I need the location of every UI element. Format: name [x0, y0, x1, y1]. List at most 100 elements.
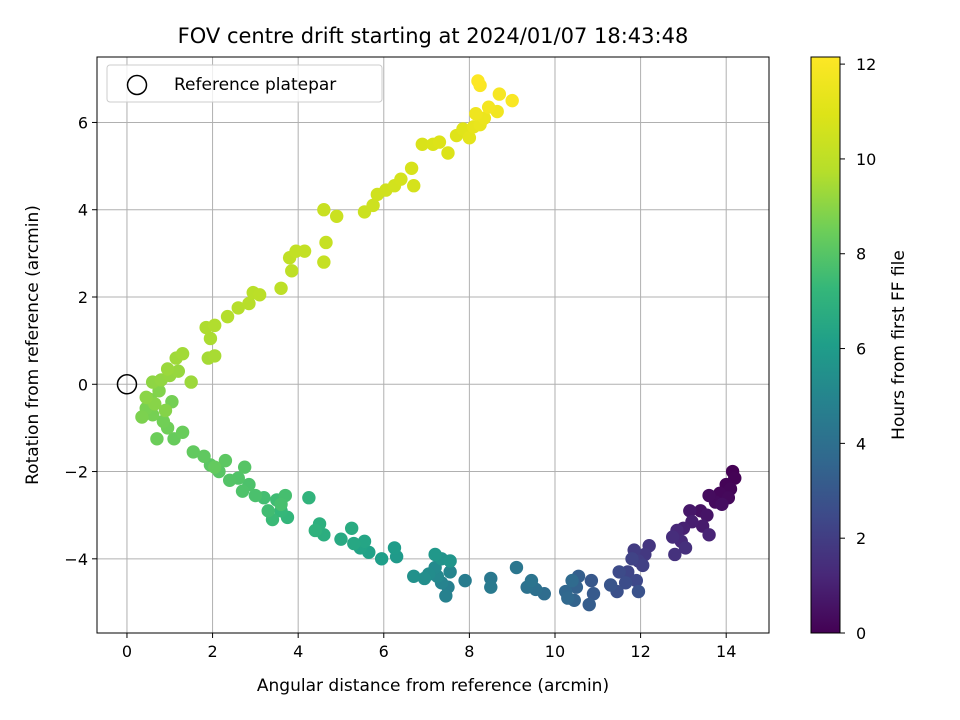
reference-marker: [116, 374, 138, 395]
data-point: [220, 309, 235, 324]
data-point: [158, 403, 173, 418]
colorbar-tick-label: 4: [856, 434, 866, 453]
y-tick-label: −4: [64, 550, 88, 569]
y-axis-ticks: −4 −2 0 2 4 6: [64, 113, 97, 569]
data-points: [116, 74, 742, 612]
y-tick-label: 0: [78, 375, 88, 394]
data-point: [160, 362, 175, 376]
data-point: [319, 235, 333, 250]
data-point: [629, 573, 644, 588]
data-point: [237, 460, 252, 474]
legend-label-reference: Reference platepar: [174, 75, 336, 95]
data-point: [625, 552, 639, 566]
data-point: [208, 460, 222, 474]
data-point: [175, 425, 190, 439]
x-tick-label: 0: [122, 642, 132, 661]
data-point: [407, 179, 421, 193]
data-point: [428, 547, 442, 562]
data-point: [700, 508, 714, 522]
data-point: [471, 74, 485, 88]
data-point: [302, 491, 316, 505]
colorbar-tick-label: 0: [856, 624, 866, 643]
data-point: [235, 484, 250, 498]
x-tick-label: 12: [630, 642, 650, 661]
x-axis-label: Angular distance from reference (arcmin): [257, 676, 609, 696]
data-point: [469, 107, 483, 121]
data-point: [481, 100, 496, 114]
plot-frame: [96, 56, 770, 634]
data-point: [407, 569, 421, 583]
colorbar-tick-label: 2: [856, 529, 866, 548]
data-point: [443, 565, 457, 579]
x-tick-label: 4: [293, 642, 303, 661]
data-point: [636, 558, 650, 573]
data-point: [317, 203, 331, 217]
data-point: [584, 573, 599, 588]
colorbar-tick-label: 12: [856, 55, 876, 74]
data-point: [274, 497, 288, 511]
data-point: [524, 573, 539, 588]
data-point: [231, 301, 245, 315]
data-point: [441, 146, 455, 160]
data-point: [197, 449, 211, 463]
y-tick-label: 4: [78, 201, 88, 220]
data-point: [347, 536, 361, 551]
data-point: [618, 576, 633, 590]
y-tick-label: 6: [78, 113, 88, 132]
data-point: [139, 390, 153, 405]
data-point: [366, 198, 380, 213]
data-point: [443, 554, 457, 568]
data-point: [439, 589, 453, 603]
x-tick-label: 8: [464, 642, 474, 661]
data-point: [565, 573, 579, 588]
data-point: [329, 209, 344, 223]
legend: Reference platepar: [106, 64, 383, 103]
legend-marker-reference: [126, 74, 148, 96]
data-point: [252, 288, 267, 302]
data-point: [261, 504, 275, 518]
y-tick-label: 2: [78, 288, 88, 307]
colorbar: [810, 56, 841, 634]
data-point: [665, 530, 680, 544]
data-point: [404, 161, 419, 175]
data-point: [492, 87, 507, 101]
colorbar-ticks: 0 2 4 6 8 10 12: [840, 55, 876, 643]
x-tick-label: 10: [545, 642, 565, 661]
data-point: [582, 597, 596, 612]
data-point: [171, 364, 186, 378]
data-point: [432, 135, 447, 149]
data-point: [683, 504, 697, 518]
data-point: [317, 255, 331, 269]
x-tick-label: 14: [716, 642, 736, 661]
colorbar-tick-label: 8: [856, 245, 866, 264]
x-tick-label: 2: [207, 642, 217, 661]
data-point: [417, 571, 432, 586]
data-point: [415, 137, 429, 151]
data-point: [208, 318, 222, 333]
legend-box: [106, 64, 383, 103]
data-point: [334, 532, 348, 546]
x-tick-label: 6: [379, 642, 389, 661]
data-point: [208, 349, 222, 363]
data-point: [274, 281, 288, 295]
data-point: [678, 541, 693, 555]
data-point: [702, 488, 716, 503]
data-point: [248, 488, 263, 503]
grid-lines: [97, 57, 769, 633]
y-tick-label: −2: [64, 463, 88, 482]
data-point: [586, 587, 601, 601]
data-point: [203, 331, 218, 346]
y-axis-label: Rotation from reference (arcmin): [23, 205, 43, 485]
data-point: [561, 591, 575, 605]
data-point: [184, 375, 198, 389]
data-point: [387, 541, 402, 555]
data-point: [222, 473, 237, 487]
data-point: [505, 93, 519, 108]
data-point: [150, 432, 164, 446]
data-point: [484, 580, 498, 594]
data-point: [394, 172, 408, 186]
data-point: [509, 560, 524, 575]
data-point: [242, 296, 256, 311]
data-point: [374, 552, 389, 566]
